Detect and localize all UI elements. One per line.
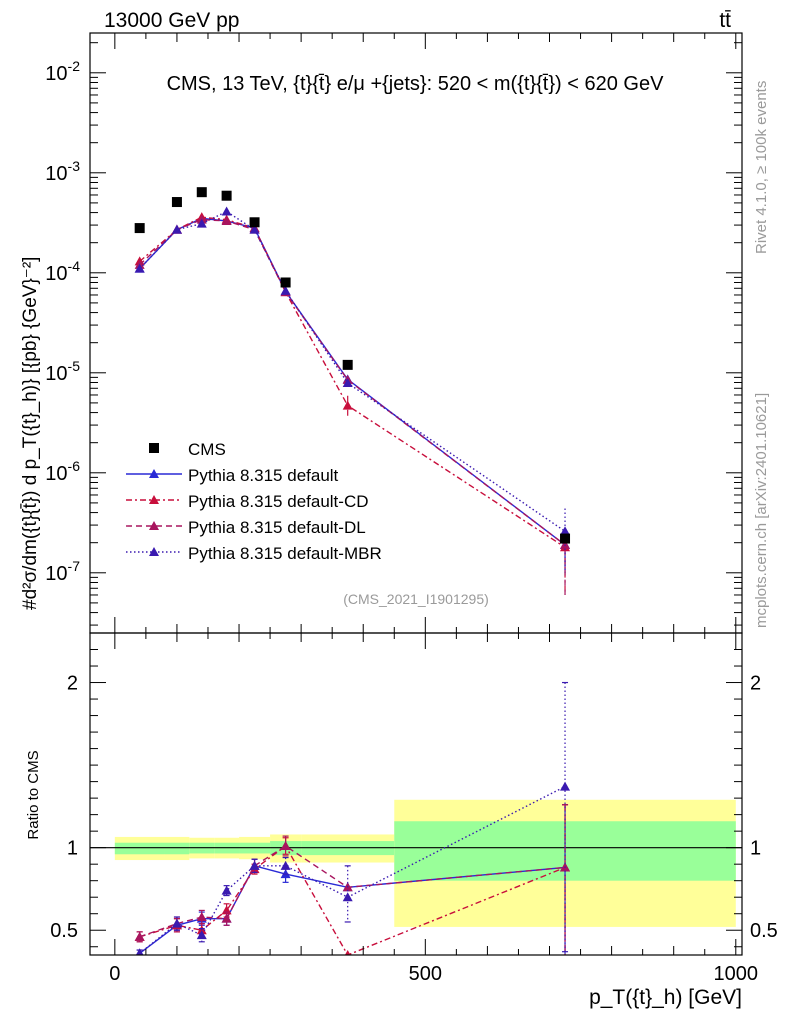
main-y-tick-label: 10-5: [45, 358, 80, 385]
ratio-axes: 0 500 1000 0.5 0.5 1 1 2 2: [50, 33, 778, 985]
legend-marker: [149, 469, 159, 478]
legend-marker: [149, 521, 159, 530]
legend-marker: [149, 547, 159, 556]
ratio-series-marker: [171, 918, 182, 928]
main-series-marker: [342, 400, 353, 410]
mcplots-label: mcplots.cern.ch [arXiv:2401.10621]: [753, 393, 770, 628]
ratio-panel-frame: [89, 632, 743, 956]
main-y-tick-label: 10-4: [45, 258, 80, 285]
ratio-uncertainty-bands: [114, 799, 736, 927]
ratio-y-tick-label: 0.5: [50, 920, 78, 942]
ratio-series-marker: [196, 930, 207, 940]
main-panel-frame: [89, 32, 743, 634]
main-series-marker: [134, 263, 145, 273]
ratio-inner-band: [164, 842, 190, 855]
cms-data-point: [171, 197, 182, 208]
main-y-tick-label: 10-7: [45, 558, 80, 585]
ratio-y-tick-label: 2: [67, 673, 78, 695]
x-tick-label: 0: [109, 963, 120, 985]
ratio-series-marker: [196, 912, 207, 922]
legend-label: Pythia 8.315 default: [188, 466, 339, 485]
ratio-y-tick-label: 1: [67, 838, 78, 860]
legend: CMS Pythia 8.315 default Pythia 8.315 defa…: [126, 440, 382, 563]
ratio-series-marker: [221, 885, 232, 895]
ratio-series-marker: [134, 931, 145, 941]
ratio-series-marker: [344, 950, 351, 955]
main-series-marker: [221, 206, 232, 216]
legend-label: Pythia 8.315 default-DL: [188, 518, 366, 537]
ratio-plot-area: [90, 681, 742, 955]
main-series-marker: [560, 526, 571, 536]
cms-data-point: [134, 223, 145, 234]
ratio-series-marker: [342, 892, 353, 902]
ratio-inner-band: [114, 842, 165, 855]
main-y-tick-label: 10-3: [45, 158, 80, 185]
x-axis-label: p_T({t}_h) [GeV]: [589, 986, 742, 1009]
ratio-series-marker: [560, 781, 571, 791]
ratio-y-tick-label-right: 1: [750, 838, 761, 860]
legend-cms-label: CMS: [188, 440, 226, 459]
ratio-series-line: [139, 845, 566, 938]
legend-label: Pythia 8.315 default-MBR: [188, 544, 382, 563]
cms-data-point: [280, 277, 291, 288]
main-series-line: [139, 216, 566, 548]
main-axes: 10-7 10-6 10-5 10-4 10-3 10-2: [45, 42, 742, 626]
ratio-series-marker: [280, 841, 291, 851]
ratio-y-axis-label: Ratio to CMS: [25, 750, 42, 839]
analysis-watermark: (CMS_2021_I1901295): [343, 591, 489, 607]
main-series-line: [139, 218, 566, 546]
x-tick-label: 1000: [714, 963, 759, 985]
x-tick-label: 500: [409, 963, 442, 985]
legend-marker: [149, 495, 159, 504]
main-y-tick-label: 10-6: [45, 458, 80, 485]
main-series-marker: [171, 224, 182, 234]
ratio-series-marker: [249, 860, 260, 870]
header-right-label: tt̄: [719, 9, 731, 32]
cms-data-point: [342, 359, 353, 370]
ratio-series-marker: [280, 860, 291, 870]
main-series-marker: [342, 378, 353, 388]
main-plot-area: [134, 187, 571, 595]
ratio-series-marker: [221, 913, 232, 923]
main-series-marker: [196, 218, 207, 228]
main-series-marker: [560, 539, 571, 549]
rivet-version-label: Rivet 4.1.0, ≥ 100k events: [753, 81, 770, 254]
main-y-tick-label: 10-2: [45, 58, 80, 85]
main-y-axis-label: #d²σ/dm({t}{t̄}) d p_T({t}_h)} [{pb} {Ge…: [20, 257, 41, 610]
legend-label: Pythia 8.315 default-CD: [188, 492, 369, 511]
cms-data-point: [249, 217, 260, 228]
chart-title: CMS, 13 TeV, {t}{t̄} e/μ +{jets}: 520 < …: [167, 73, 665, 95]
main-series-marker: [280, 285, 291, 295]
main-series-marker: [221, 215, 232, 225]
main-series-marker: [249, 224, 260, 234]
cms-data-point: [560, 533, 571, 544]
cms-data-point: [221, 190, 232, 201]
legend-cms-marker: [149, 443, 159, 453]
cms-data-point: [196, 187, 207, 198]
ratio-series-marker: [135, 948, 144, 955]
header-left-label: 13000 GeV pp: [104, 9, 239, 32]
ratio-y-tick-label-right: 2: [750, 673, 761, 695]
ratio-series-line: [139, 785, 566, 954]
ratio-y-tick-label-right: 0.5: [750, 920, 778, 942]
